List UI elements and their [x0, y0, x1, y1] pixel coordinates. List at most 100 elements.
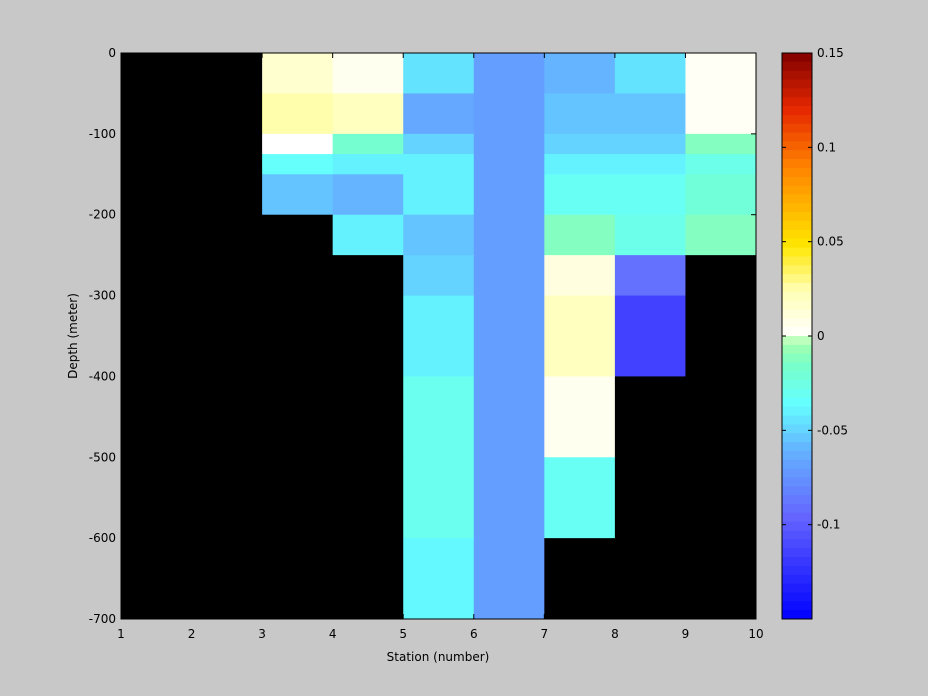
- heatmap-cell: [191, 53, 263, 62]
- heatmap-cell: [262, 295, 334, 377]
- heatmap-cell: [332, 174, 404, 216]
- heatmap-cell: [403, 255, 475, 297]
- heatmap-cell: [403, 376, 475, 458]
- heatmap-cell: [191, 295, 263, 377]
- heatmap-cell: [544, 255, 616, 297]
- x-axis: 1 2 3 4 5 6 7 8 9 10: [117, 53, 764, 641]
- colorbar-tick-label: 0.1: [817, 140, 836, 154]
- plot-area: [121, 53, 757, 620]
- colorbar-segment: [782, 265, 812, 275]
- colorbar-tick-label: -0.05: [817, 423, 848, 437]
- heatmap-cell: [544, 93, 616, 135]
- heatmap-cell: [685, 457, 757, 539]
- heatmap-cell: [614, 538, 686, 620]
- colorbar-segment: [782, 106, 812, 116]
- heatmap-cell: [191, 457, 263, 539]
- x-tick-label: 1: [117, 627, 125, 641]
- colorbar-segment: [782, 459, 812, 470]
- heatmap-cell: [121, 255, 193, 297]
- heatmap-cell: [685, 376, 757, 458]
- heatmap-cell: [403, 457, 475, 539]
- y-tick-label: -500: [89, 450, 116, 464]
- heatmap-cell: [191, 376, 263, 458]
- y-tick-label: -600: [89, 531, 116, 545]
- colorbar-segment: [782, 256, 812, 266]
- colorbar: [781, 52, 813, 620]
- x-tick-label: 5: [399, 627, 407, 641]
- colorbar-segment: [782, 371, 812, 381]
- heatmap-cell: [614, 93, 686, 135]
- colorbar-segment: [782, 97, 812, 107]
- colorbar-segment: [782, 442, 812, 452]
- heatmap-cell: [332, 376, 404, 458]
- colorbar-segment: [782, 397, 812, 408]
- heatmap-cell: [614, 61, 686, 94]
- heatmap-cell: [191, 133, 263, 155]
- colorbar-segment: [782, 592, 812, 602]
- heatmap-cell: [544, 376, 616, 458]
- heatmap-cell: [544, 295, 616, 377]
- heatmap-cell: [685, 255, 757, 297]
- colorbar-segment: [782, 495, 812, 505]
- heatmap-cell: [473, 174, 545, 216]
- colorbar-segment: [782, 88, 812, 98]
- colorbar-segment: [782, 291, 812, 302]
- heatmap-cell: [191, 154, 263, 175]
- colorbar-segment: [782, 512, 812, 523]
- colorbar-segment: [782, 583, 812, 593]
- heatmap-cell: [332, 154, 404, 175]
- colorbar-segment: [782, 238, 812, 248]
- colorbar-segment: [782, 318, 812, 328]
- x-tick-label: 10: [748, 627, 763, 641]
- colorbar-segment: [782, 282, 812, 293]
- colorbar-segment: [782, 300, 812, 310]
- y-tick-label: -400: [89, 369, 116, 383]
- heatmap-cell: [685, 214, 757, 256]
- heatmap-cell: [191, 93, 263, 135]
- heatmap-cell: [121, 174, 193, 216]
- heatmap-cell: [191, 255, 263, 297]
- colorbar-segment: [782, 389, 812, 399]
- heatmap-cell: [191, 538, 263, 620]
- y-tick-label: -200: [89, 208, 116, 222]
- colorbar-segment: [782, 610, 812, 620]
- heatmap-cell: [121, 214, 193, 256]
- colorbar-segment: [782, 530, 812, 540]
- heatmap-cell: [544, 154, 616, 175]
- colorbar-segment: [782, 61, 812, 72]
- heatmap-cell: [473, 53, 545, 62]
- colorbar-segment: [782, 212, 812, 222]
- colorbar-segment: [782, 450, 812, 461]
- heatmap-cell: [685, 133, 757, 155]
- heatmap-cell: [332, 538, 404, 620]
- heatmap-cell: [262, 53, 334, 62]
- colorbar-segment: [782, 344, 812, 355]
- heatmap-cell: [473, 457, 545, 539]
- heatmap-cell: [262, 376, 334, 458]
- colorbar-segment: [782, 415, 812, 425]
- heatmap-cell: [614, 174, 686, 216]
- heatmap-cell: [473, 295, 545, 377]
- colorbar-segment: [782, 433, 812, 443]
- heatmap-cell: [403, 154, 475, 175]
- colorbar-segment: [782, 114, 812, 125]
- colorbar-segment: [782, 274, 812, 284]
- heatmap-cell: [685, 538, 757, 620]
- heatmap-cell: [473, 376, 545, 458]
- heatmap-cell: [332, 214, 404, 256]
- colorbar-segment: [782, 557, 812, 567]
- heatmap-cell: [332, 457, 404, 539]
- heatmap-cell: [403, 538, 475, 620]
- x-tick-label: 2: [188, 627, 196, 641]
- heatmap-cell: [332, 93, 404, 135]
- colorbar-tick-label: 0.15: [817, 46, 844, 60]
- heatmap-cell: [544, 214, 616, 256]
- y-axis-label: Depth (meter): [66, 293, 80, 379]
- heatmap-cell: [262, 214, 334, 256]
- heatmap-cell: [473, 214, 545, 256]
- y-axis: 0 -100 -200 -300 -400 -500 -600 -700: [89, 46, 756, 626]
- colorbar-tick-label: 0: [817, 329, 825, 343]
- heatmap-cell: [544, 133, 616, 155]
- colorbar-segment: [782, 159, 812, 169]
- heatmap-cell: [473, 61, 545, 94]
